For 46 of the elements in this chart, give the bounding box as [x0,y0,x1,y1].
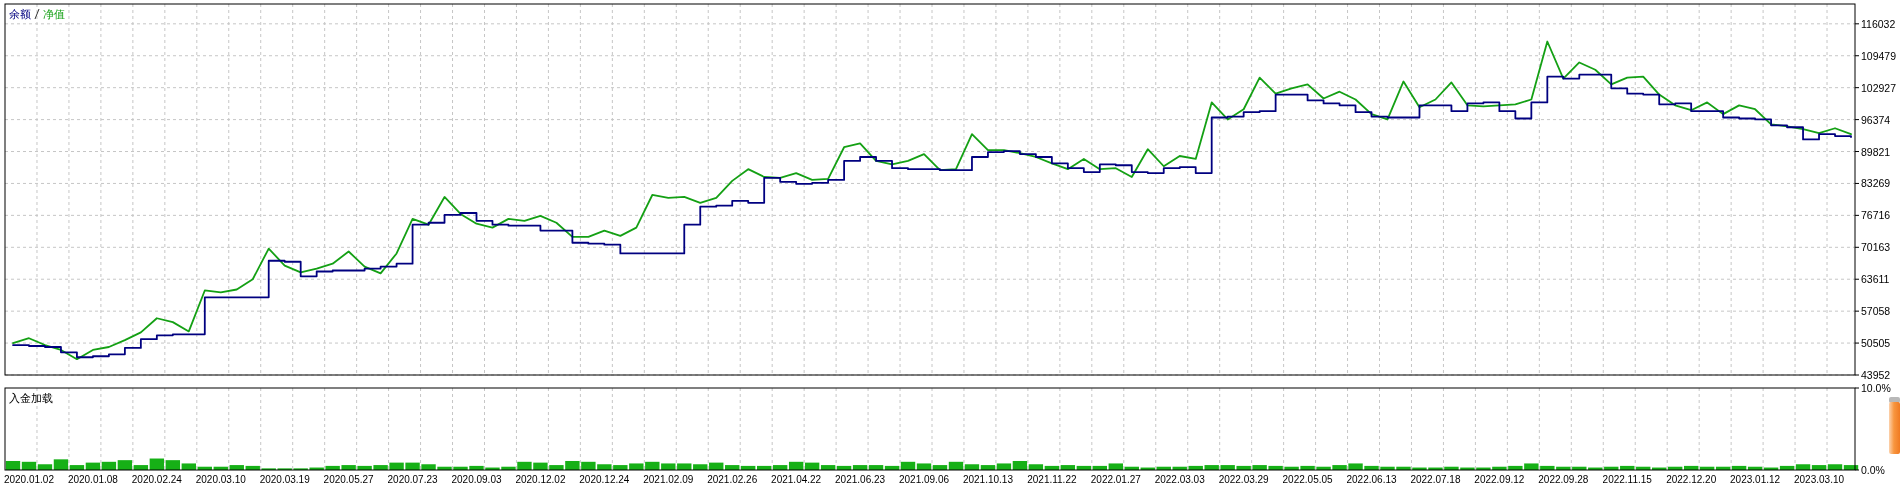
x-tick-label: 2022.01.27 [1090,473,1142,485]
x-tick-label: 2020.05.27 [323,473,375,485]
y-tick-label: 76716 [1861,209,1891,222]
x-tick-label: 2020.02.24 [131,473,183,485]
y-tick-label: 109479 [1861,49,1897,62]
x-tick-label: 2020.07.23 [387,473,439,485]
text: 余额 [9,8,31,20]
x-tick-label: 2023.03.10 [1794,473,1845,485]
y-tick-label: 89821 [1861,145,1891,158]
x-tick-label: 2021.02.09 [643,473,694,485]
x-tick-label: 2022.07.18 [1410,473,1461,485]
x-tick-label: 2022.12.20 [1666,473,1717,485]
x-tick-label: 2020.01.08 [67,473,119,485]
x-tick-label: 2022.09.28 [1538,473,1589,485]
x-tick-label: 2022.03.03 [1154,473,1206,485]
y-tick-label: 63611 [1861,273,1890,286]
x-tick-label: 2021.09.06 [898,473,950,485]
y-tick-label: 57058 [1861,305,1891,318]
y-tick-label: 96374 [1861,113,1891,126]
x-tick-label: 2022.03.29 [1218,473,1270,485]
y-tick-label: 102927 [1861,81,1897,94]
x-tick-label: 2020.03.19 [259,473,311,485]
x-tick-label: 2023.01.12 [1730,473,1781,485]
y-tick-label: 50505 [1861,337,1891,350]
x-tick-label: 2020.12.02 [515,473,566,485]
x-tick-label: 2020.09.03 [451,473,502,485]
y-tick-label: 116032 [1861,17,1896,30]
x-tick-label: 2022.11.15 [1602,473,1653,485]
x-tick-label: 2021.02.26 [707,473,758,485]
y-tick-label: 43952 [1861,369,1891,381]
y-tick-label: 70163 [1861,241,1891,254]
text: 净值 [43,8,65,20]
x-tick-label: 2021.06.23 [835,473,886,485]
chart-title: 入金加载 [9,392,53,404]
x-tick-label: 2022.06.13 [1346,473,1397,485]
x-tick-label: 2021.04.22 [771,473,822,485]
x-tick-label: 2021.11.22 [1027,473,1077,485]
x-tick-label: 2020.12.24 [579,473,630,485]
y-tick-label: 0.0% [1861,464,1885,476]
x-tick-label: 2022.05.05 [1282,473,1334,485]
y-tick-label: 10.0% [1861,382,1891,394]
x-tick-label: 2020.03.10 [195,473,247,485]
x-tick-label: 2021.10.13 [962,473,1014,485]
x-tick-label: 2022.09.12 [1474,473,1525,485]
x-tick-label: 2020.01.02 [3,473,55,485]
y-tick-label: 83269 [1861,177,1891,190]
